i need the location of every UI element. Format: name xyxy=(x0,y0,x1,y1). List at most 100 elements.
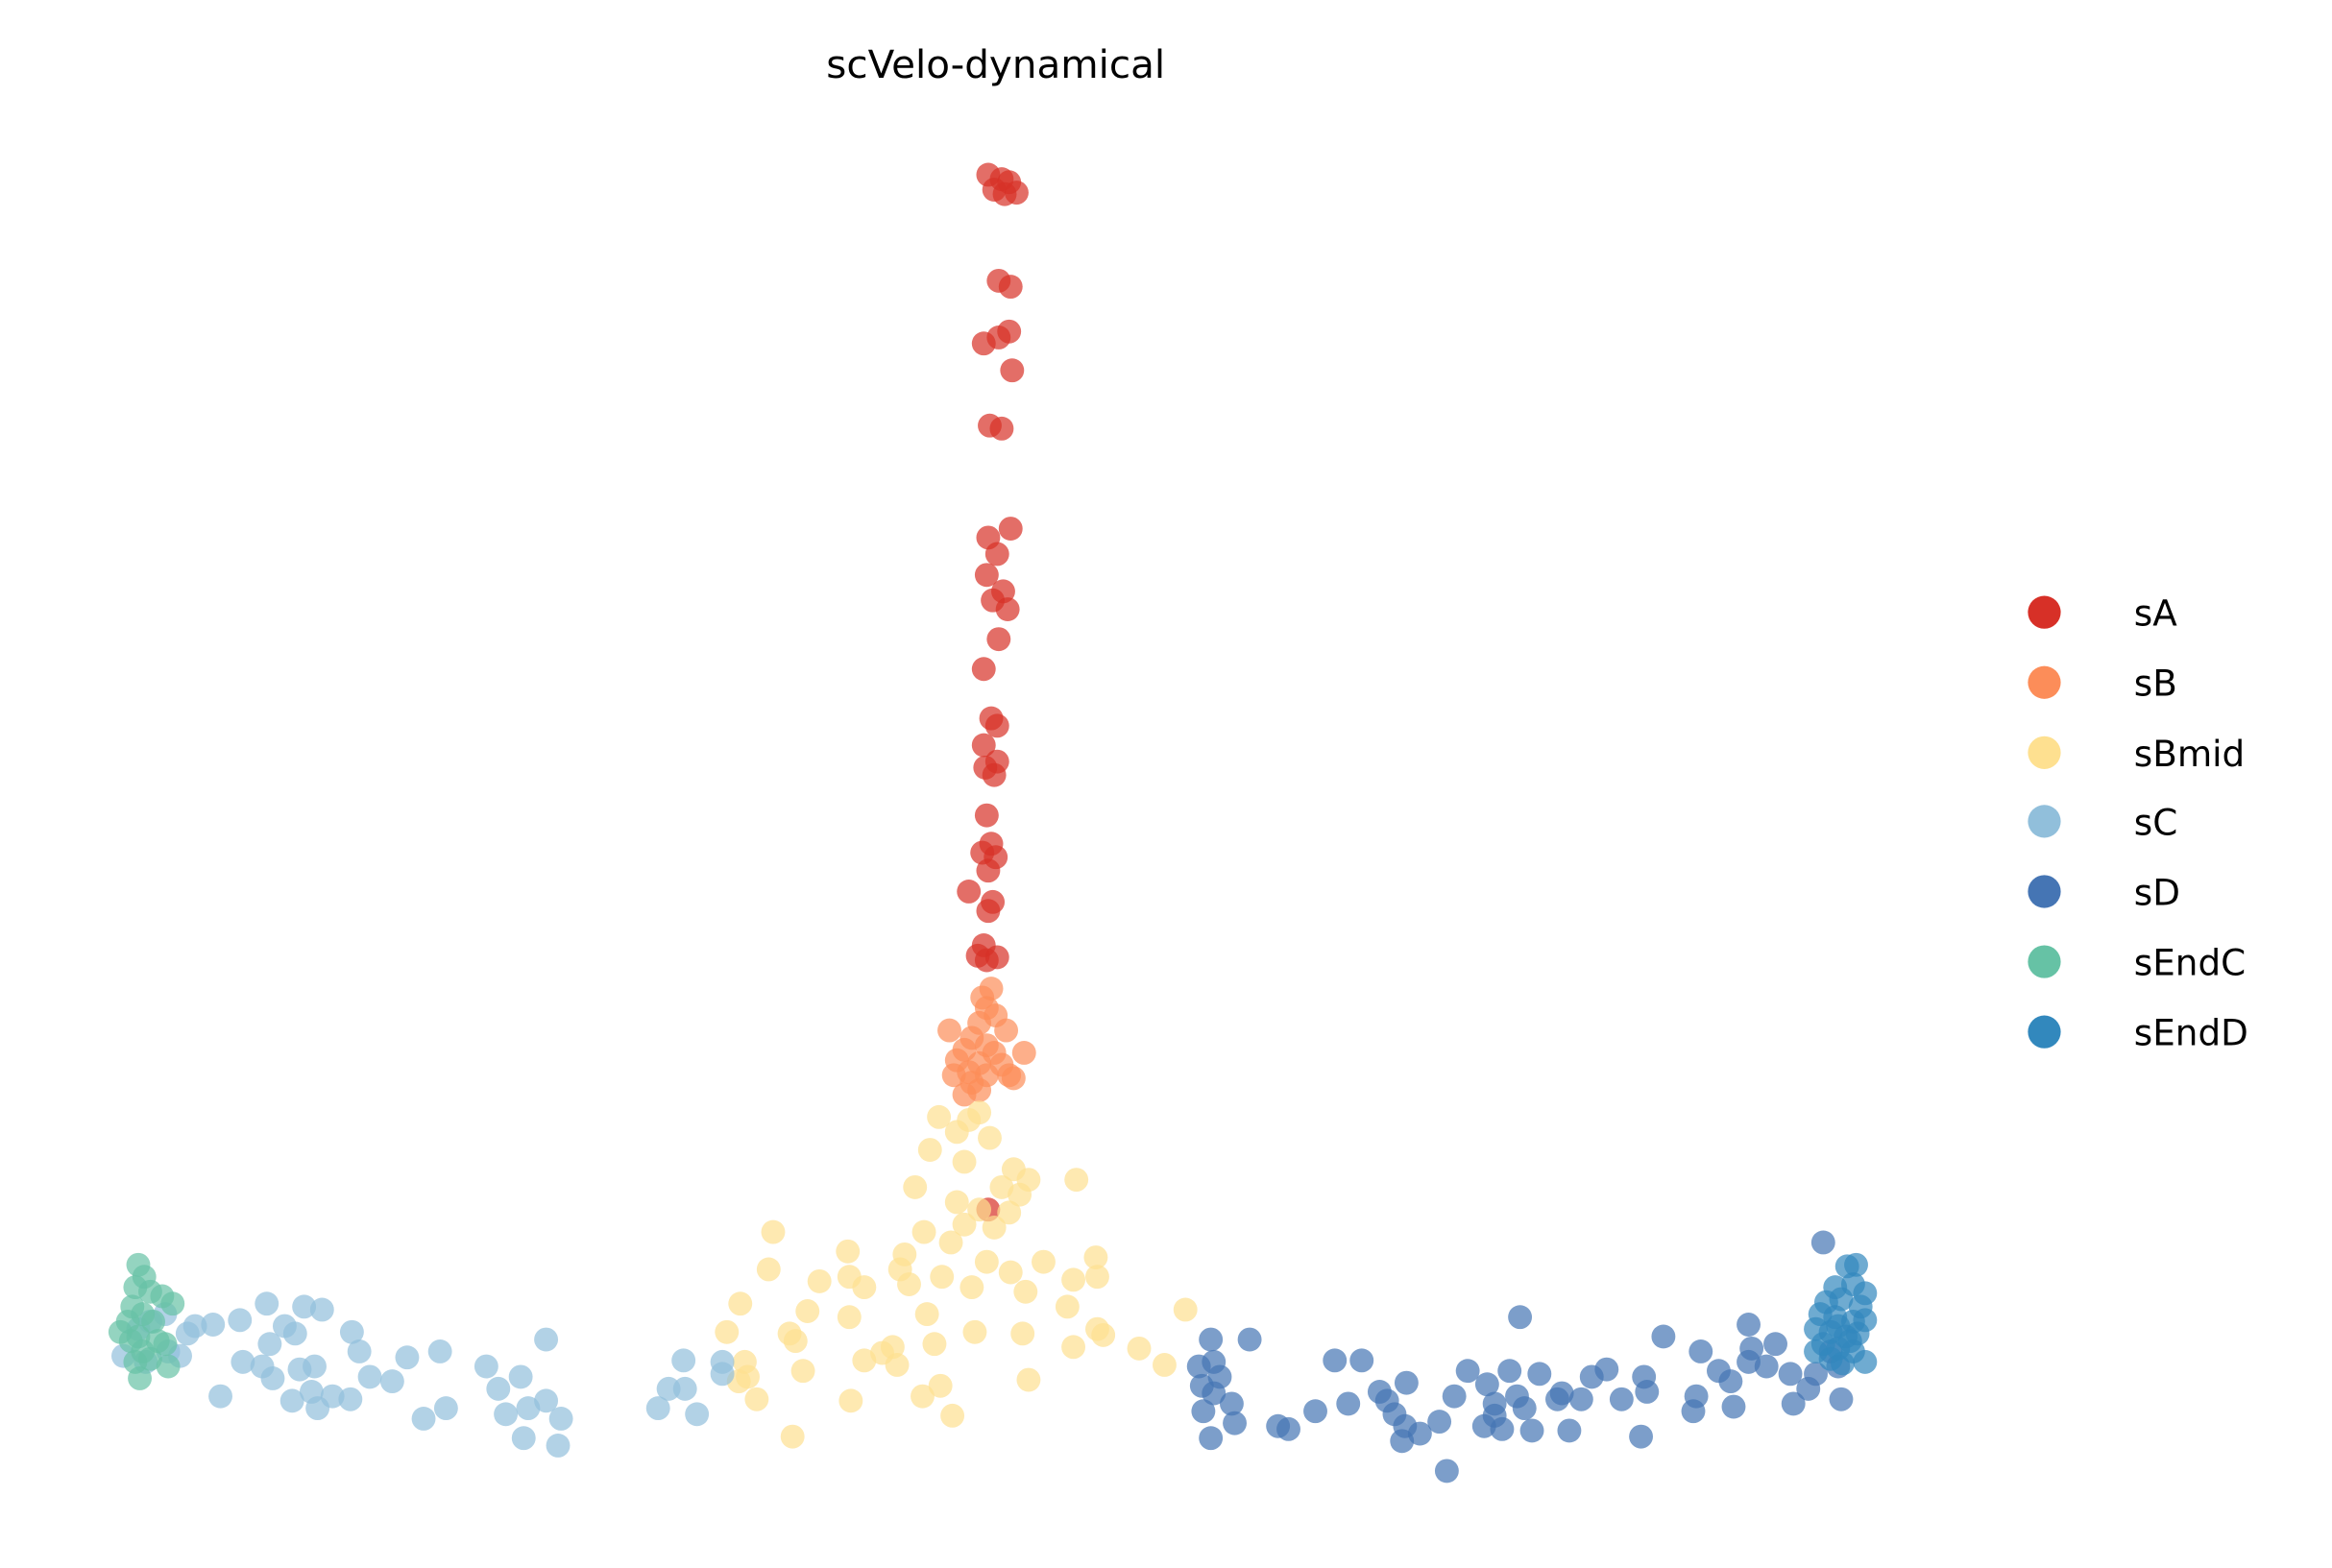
point-sC xyxy=(339,1319,364,1344)
point-sEndC xyxy=(137,1346,162,1371)
point-sC xyxy=(279,1388,304,1413)
point-sC xyxy=(486,1376,511,1401)
point-sD xyxy=(1763,1332,1787,1357)
point-sEndC xyxy=(141,1309,165,1334)
point-sBmid xyxy=(928,1373,953,1398)
point-sBmid xyxy=(978,1125,1002,1150)
point-sD xyxy=(1519,1418,1544,1443)
point-sD xyxy=(1237,1327,1262,1352)
chart-title: scVelo-dynamical xyxy=(826,41,1165,87)
point-sA xyxy=(971,331,996,356)
point-sBmid xyxy=(911,1219,936,1244)
point-sD xyxy=(1549,1381,1574,1406)
legend-marker-sBmid xyxy=(2028,736,2061,769)
point-sEndD xyxy=(1804,1339,1828,1363)
point-sD xyxy=(1557,1418,1582,1443)
legend-marker-sEndD xyxy=(2028,1015,2061,1049)
point-sC xyxy=(231,1349,255,1374)
point-sEndC xyxy=(128,1366,152,1390)
legend-label-sBmid: sBmid xyxy=(2134,733,2245,775)
point-sC xyxy=(548,1407,573,1431)
point-sBmid xyxy=(1153,1353,1177,1377)
point-sC xyxy=(494,1402,519,1427)
legend-marker-sD xyxy=(2028,875,2061,908)
point-sD xyxy=(1684,1384,1709,1409)
point-sBmid xyxy=(852,1275,877,1300)
point-sBmid xyxy=(897,1272,921,1296)
point-sC xyxy=(671,1348,696,1373)
point-sEndC xyxy=(160,1291,185,1316)
point-sBmid xyxy=(836,1239,861,1264)
point-sBmid xyxy=(1064,1168,1089,1193)
point-sBmid xyxy=(715,1319,740,1344)
point-sBmid xyxy=(967,1100,992,1125)
point-sBmid xyxy=(1032,1249,1056,1274)
point-sC xyxy=(546,1434,571,1458)
point-sC xyxy=(474,1354,498,1379)
point-sBmid xyxy=(1055,1294,1080,1319)
point-sD xyxy=(1186,1354,1211,1379)
point-sBmid xyxy=(838,1388,863,1413)
point-sD xyxy=(1629,1424,1654,1449)
point-sC xyxy=(534,1388,559,1413)
legend-item-sA: sA xyxy=(2028,592,2177,635)
scatter-points xyxy=(108,162,1878,1484)
point-sC xyxy=(511,1426,536,1451)
point-sBmid xyxy=(952,1149,977,1174)
series-sEndC xyxy=(108,1252,185,1390)
point-sBmid xyxy=(756,1257,781,1282)
point-sA xyxy=(998,517,1023,541)
point-sC xyxy=(411,1407,436,1431)
point-sD xyxy=(1434,1459,1459,1484)
point-sC xyxy=(710,1362,735,1387)
legend-marker-sB xyxy=(2028,665,2061,699)
point-sD xyxy=(1323,1348,1348,1373)
point-sC xyxy=(672,1376,697,1401)
point-sEndC xyxy=(153,1332,178,1357)
point-sD xyxy=(1202,1381,1227,1406)
point-sA xyxy=(971,733,996,758)
series-sBmid xyxy=(715,1100,1198,1449)
point-sBmid xyxy=(903,1174,928,1199)
point-sBmid xyxy=(917,1138,942,1162)
point-sC xyxy=(508,1364,533,1389)
point-sBmid xyxy=(998,1260,1023,1285)
point-sBmid xyxy=(952,1212,977,1237)
point-sB xyxy=(1011,1041,1036,1065)
point-sBmid xyxy=(780,1424,805,1449)
point-sBmid xyxy=(930,1265,955,1290)
point-sD xyxy=(1199,1327,1224,1352)
point-sBmid xyxy=(795,1299,820,1323)
point-sC xyxy=(305,1396,330,1421)
point-sD xyxy=(1737,1313,1761,1337)
legend-item-sB: sB xyxy=(2028,663,2177,705)
point-sD xyxy=(1508,1305,1533,1330)
point-sEndD xyxy=(1844,1252,1868,1277)
point-sD xyxy=(1721,1394,1746,1419)
point-sBmid xyxy=(974,1249,999,1274)
point-sA xyxy=(982,762,1007,787)
point-sA xyxy=(957,880,982,904)
point-sD xyxy=(1199,1426,1224,1451)
point-sC xyxy=(645,1396,670,1421)
legend-item-sEndD: sEndD xyxy=(2028,1012,2248,1054)
point-sD xyxy=(1754,1354,1779,1379)
legend-item-sEndC: sEndC xyxy=(2028,942,2246,984)
legend-label-sC: sC xyxy=(2134,801,2178,843)
point-sD xyxy=(1829,1387,1854,1411)
point-sD xyxy=(1276,1416,1300,1441)
point-sD xyxy=(1512,1396,1537,1421)
point-sBmid xyxy=(944,1190,969,1215)
point-sBmid xyxy=(960,1275,984,1300)
point-sBmid xyxy=(1013,1279,1038,1304)
point-sC xyxy=(347,1339,372,1363)
point-sD xyxy=(1471,1413,1496,1438)
point-sB xyxy=(994,1018,1019,1043)
point-sEndD xyxy=(1831,1351,1855,1376)
point-sD xyxy=(1635,1380,1660,1404)
point-sA xyxy=(998,275,1023,300)
point-sEndD xyxy=(1826,1314,1851,1339)
point-sC xyxy=(395,1345,420,1370)
point-sC xyxy=(427,1339,452,1363)
